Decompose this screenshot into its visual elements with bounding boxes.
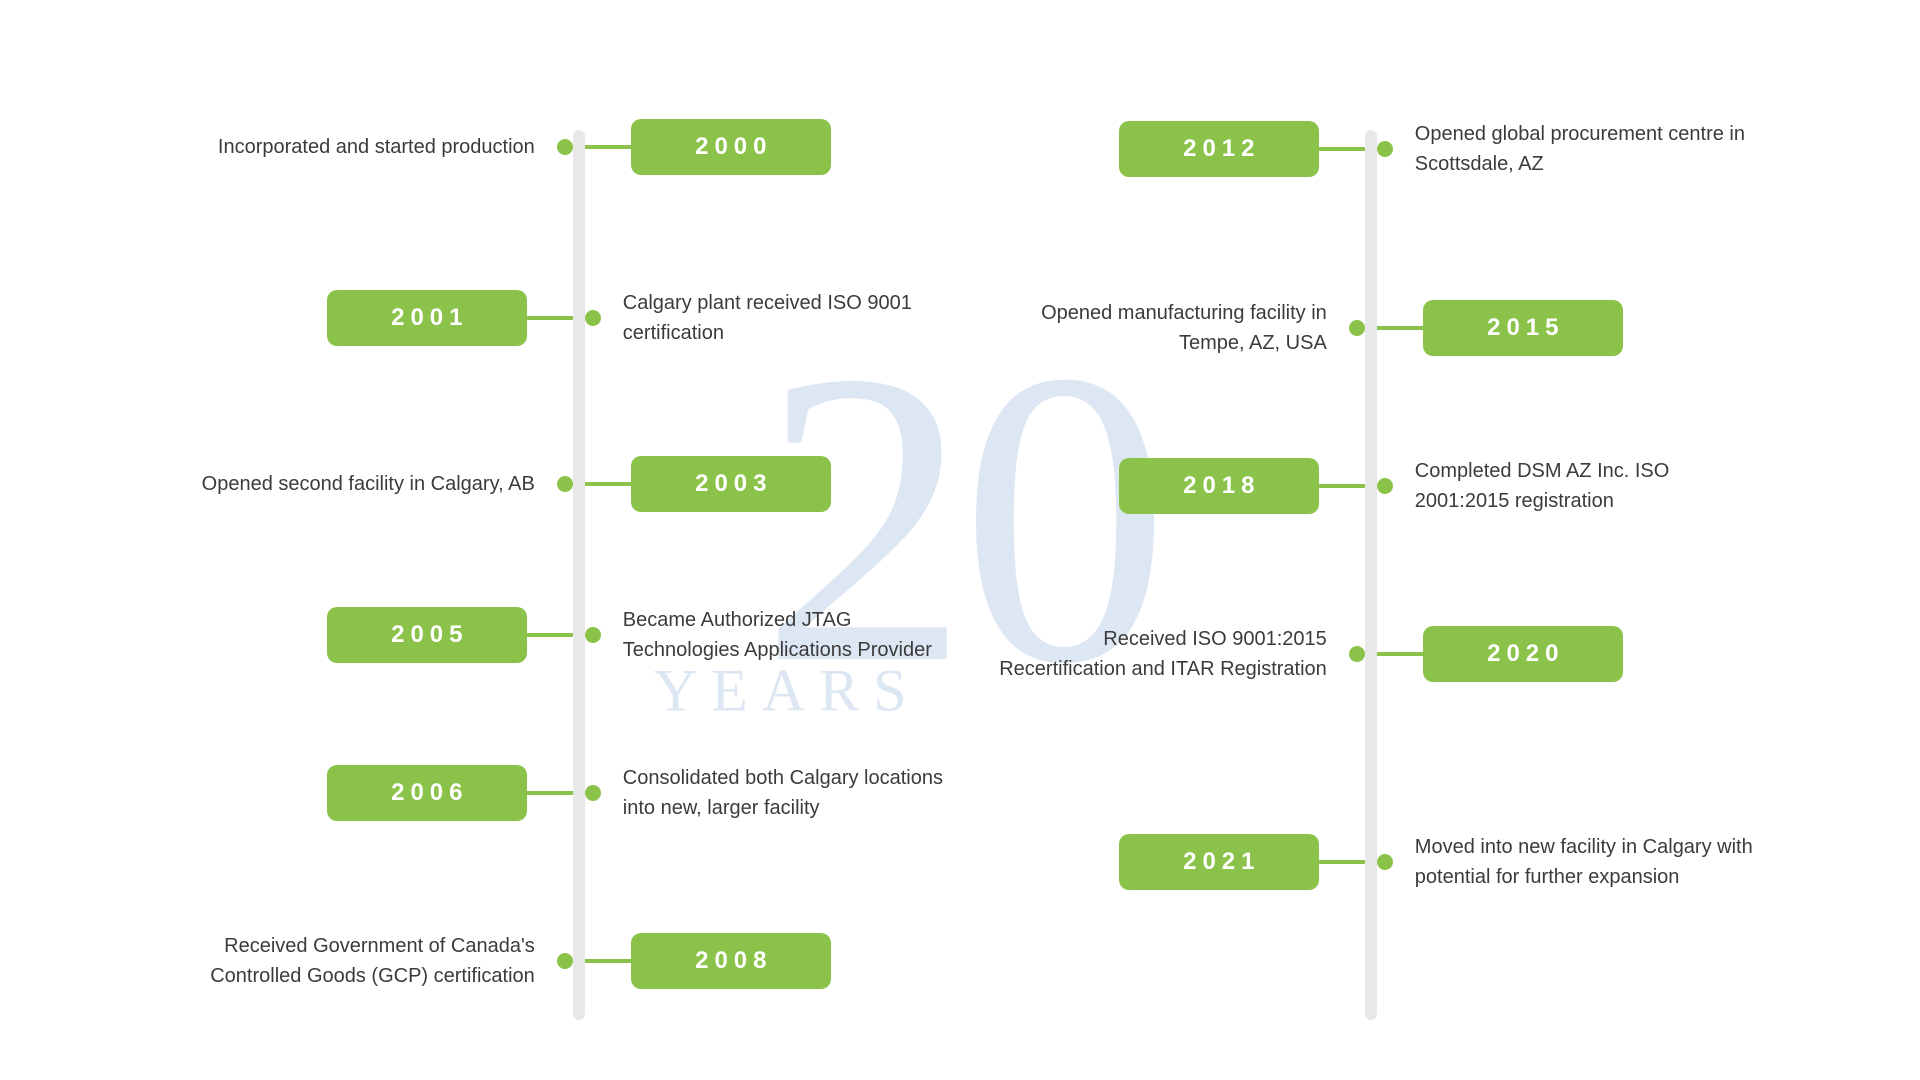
year-badge: 2008 — [631, 933, 831, 989]
timeline-event: 2018 Completed DSM AZ Inc. ISO 2001:2015 … — [960, 456, 1840, 516]
timeline-event: Incorporated and started production 2000 — [80, 119, 960, 175]
timeline-events: Incorporated and started production 2000 2… — [80, 60, 960, 1050]
year-badge: 2001 — [327, 290, 527, 346]
connector-dot — [1377, 478, 1393, 494]
event-description: Consolidated both Calgary locations into… — [623, 763, 960, 823]
event-description: Became Authorized JTAG Technologies Appl… — [623, 605, 960, 665]
event-left-side: 2005 — [80, 607, 573, 663]
event-right-side: 2000 — [585, 119, 960, 175]
connector-line — [527, 633, 573, 637]
event-left-side: 2001 — [80, 290, 573, 346]
year-badge: 2018 — [1119, 458, 1319, 514]
timeline-event: 2005 Became Authorized JTAG Technologies … — [80, 605, 960, 665]
year-badge: 2015 — [1423, 300, 1623, 356]
axis-gap — [1365, 484, 1377, 488]
timeline-event: 2012 Opened global procurement centre in … — [960, 119, 1840, 179]
connector-line — [1377, 652, 1423, 656]
event-right-side: Became Authorized JTAG Technologies Appl… — [585, 605, 960, 665]
event-description: Calgary plant received ISO 9001 certific… — [623, 288, 960, 348]
event-description: Received ISO 9001:2015 Recertification a… — [987, 624, 1327, 684]
connector-dot — [585, 627, 601, 643]
year-badge: 2020 — [1423, 626, 1623, 682]
axis-gap — [1365, 860, 1377, 864]
connector-dot — [585, 310, 601, 326]
event-left-side: Incorporated and started production — [80, 132, 573, 162]
connector-line — [527, 791, 573, 795]
year-badge: 2005 — [327, 607, 527, 663]
axis-gap — [573, 482, 585, 486]
axis-gap — [573, 145, 585, 149]
event-right-side: Opened global procurement centre in Scot… — [1377, 119, 1840, 179]
connector-dot — [1377, 141, 1393, 157]
connector-dot — [557, 476, 573, 492]
axis-gap — [573, 959, 585, 963]
event-left-side: 2006 — [80, 765, 573, 821]
event-right-side: 2020 — [1377, 626, 1840, 682]
event-right-side: Completed DSM AZ Inc. ISO 2001:2015 regi… — [1377, 456, 1840, 516]
event-left-side: Received Government of Canada's Controll… — [80, 931, 573, 991]
event-description: Opened second facility in Calgary, AB — [202, 469, 535, 499]
timeline-event: 2001 Calgary plant received ISO 9001 cert… — [80, 288, 960, 348]
timeline-events: 2012 Opened global procurement centre in … — [960, 60, 1840, 1050]
event-description: Opened global procurement centre in Scot… — [1415, 119, 1755, 179]
connector-dot — [557, 953, 573, 969]
timeline-container: Incorporated and started production 2000 2… — [0, 0, 1920, 1080]
event-right-side: 2015 — [1377, 300, 1840, 356]
event-left-side: Opened second facility in Calgary, AB — [80, 469, 573, 499]
timeline-event: 2021 Moved into new facility in Calgary w… — [960, 832, 1840, 892]
connector-line — [1319, 860, 1365, 864]
event-left-side: 2021 — [960, 834, 1365, 890]
event-description: Opened manufacturing facility in Tempe, … — [987, 298, 1327, 358]
event-right-side: 2003 — [585, 456, 960, 512]
year-badge: 2012 — [1119, 121, 1319, 177]
connector-dot — [557, 139, 573, 155]
event-description: Completed DSM AZ Inc. ISO 2001:2015 regi… — [1415, 456, 1755, 516]
timeline-event: Opened second facility in Calgary, AB 200… — [80, 456, 960, 512]
connector-dot — [1377, 854, 1393, 870]
connector-dot — [585, 785, 601, 801]
year-badge: 2003 — [631, 456, 831, 512]
connector-line — [585, 482, 631, 486]
axis-gap — [573, 316, 585, 320]
timeline-column-right: 2012 Opened global procurement centre in … — [960, 60, 1840, 1050]
year-badge: 2021 — [1119, 834, 1319, 890]
connector-dot — [1349, 646, 1365, 662]
year-badge: 2000 — [631, 119, 831, 175]
connector-line — [527, 316, 573, 320]
event-description: Incorporated and started production — [218, 132, 535, 162]
connector-dot — [1349, 320, 1365, 336]
event-description: Received Government of Canada's Controll… — [195, 931, 535, 991]
connector-line — [1319, 484, 1365, 488]
event-left-side: 2018 — [960, 458, 1365, 514]
event-right-side: Consolidated both Calgary locations into… — [585, 763, 960, 823]
timeline-event: Opened manufacturing facility in Tempe, … — [960, 298, 1840, 358]
timeline-event: Received Government of Canada's Controll… — [80, 931, 960, 991]
event-right-side: Calgary plant received ISO 9001 certific… — [585, 288, 960, 348]
event-left-side: Opened manufacturing facility in Tempe, … — [960, 298, 1365, 358]
connector-line — [585, 959, 631, 963]
year-badge: 2006 — [327, 765, 527, 821]
timeline-column-left: Incorporated and started production 2000 2… — [80, 60, 960, 1050]
axis-gap — [1365, 147, 1377, 151]
event-left-side: 2012 — [960, 121, 1365, 177]
timeline-event: Received ISO 9001:2015 Recertification a… — [960, 624, 1840, 684]
connector-line — [585, 145, 631, 149]
event-description: Moved into new facility in Calgary with … — [1415, 832, 1755, 892]
axis-gap — [1365, 652, 1377, 656]
axis-gap — [573, 791, 585, 795]
event-left-side: Received ISO 9001:2015 Recertification a… — [960, 624, 1365, 684]
axis-gap — [1365, 326, 1377, 330]
connector-line — [1319, 147, 1365, 151]
connector-line — [1377, 326, 1423, 330]
event-right-side: Moved into new facility in Calgary with … — [1377, 832, 1840, 892]
event-right-side: 2008 — [585, 933, 960, 989]
axis-gap — [573, 633, 585, 637]
timeline-event: 2006 Consolidated both Calgary locations … — [80, 763, 960, 823]
